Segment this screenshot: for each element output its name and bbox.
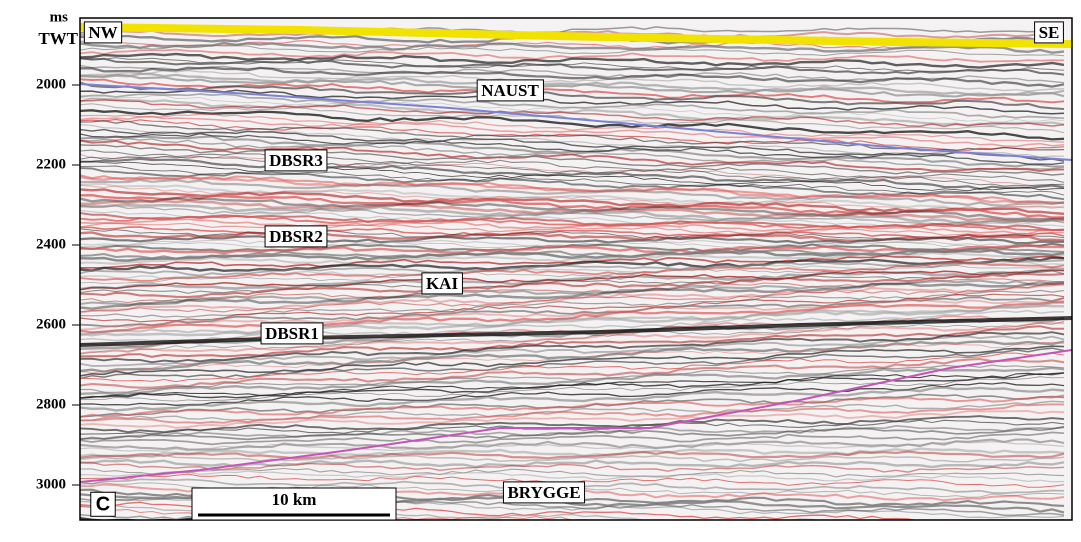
corner-right-box: SE bbox=[1035, 22, 1064, 43]
reflector bbox=[80, 530, 1064, 538]
seismic-figure: ms TWT 2000 2200 2400 2600 2800 3000 NW SE NAUS… bbox=[0, 0, 1081, 537]
unit-label-box: BRYGGE bbox=[503, 482, 584, 503]
unit-label-box: DBSR3 bbox=[265, 150, 327, 171]
unit-label: BRYGGE bbox=[507, 483, 580, 502]
axis-ticks: 2000 2200 2400 2600 2800 3000 bbox=[36, 76, 80, 492]
reflector bbox=[80, 527, 1064, 537]
tick-label: 2600 bbox=[36, 316, 66, 332]
tick-label: 2000 bbox=[36, 76, 66, 92]
reflector bbox=[80, 518, 1064, 537]
corner-right: SE bbox=[1039, 23, 1060, 42]
unit-label-box: KAI bbox=[422, 273, 463, 294]
unit-label: KAI bbox=[426, 274, 459, 293]
unit-label-box: NAUST bbox=[477, 80, 543, 101]
tick-label: 2200 bbox=[36, 156, 66, 172]
reflector bbox=[80, 533, 1064, 537]
tick-label: 2800 bbox=[36, 396, 66, 412]
unit-label: DBSR3 bbox=[269, 151, 323, 170]
unit-label: DBSR2 bbox=[269, 227, 323, 246]
reflector bbox=[80, 522, 1064, 537]
axis-label: TWT bbox=[38, 29, 78, 48]
unit-label: NAUST bbox=[481, 81, 539, 100]
tick-label: 3000 bbox=[36, 476, 66, 492]
corner-left-box: NW bbox=[84, 22, 121, 43]
unit-label-box: DBSR2 bbox=[265, 226, 327, 247]
panel-letter: C bbox=[96, 493, 110, 515]
unit-label-box: DBSR1 bbox=[261, 323, 323, 344]
axis-unit: ms bbox=[50, 9, 68, 25]
corner-left: NW bbox=[88, 23, 117, 42]
reflector bbox=[80, 521, 1064, 538]
scale-label: 10 km bbox=[272, 490, 317, 509]
tick-label: 2400 bbox=[36, 236, 66, 252]
unit-label: DBSR1 bbox=[265, 324, 319, 343]
